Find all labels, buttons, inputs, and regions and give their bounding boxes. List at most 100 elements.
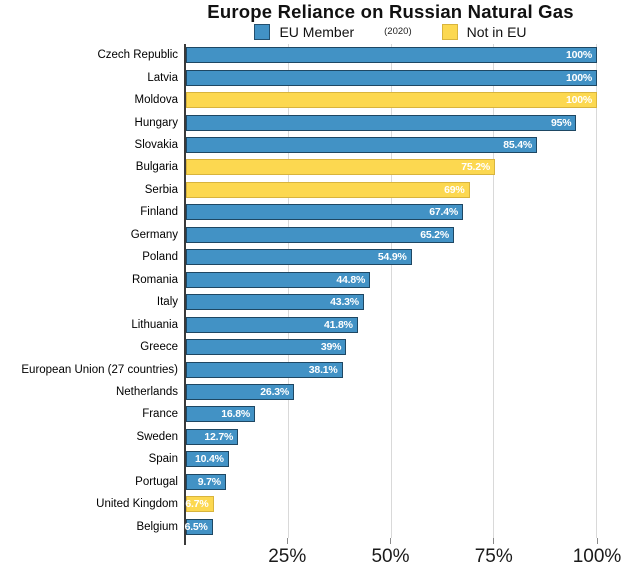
country-label: Czech Republic (97, 49, 178, 62)
bar-row: France 16.8% (0, 403, 597, 425)
bar: 39% (186, 339, 347, 356)
bar-row: Sweden 12.7% (0, 426, 597, 448)
country-label: France (142, 408, 178, 421)
legend: EU Member (2020) Not in EU (184, 24, 597, 40)
bar-track: 69% (186, 181, 597, 198)
bar-track: 6.5% (184, 518, 597, 535)
bar-track: 95% (186, 114, 597, 131)
country-label: Poland (142, 251, 178, 264)
bar: 12.7% (186, 428, 239, 445)
bar-row: Spain 10.4% (0, 448, 597, 470)
country-label: Hungary (134, 116, 178, 129)
x-axis-origin-tick (184, 538, 186, 545)
country-label: Latvia (147, 71, 178, 84)
bar-value-label: 100% (565, 49, 592, 62)
plot-area (184, 44, 597, 538)
bar-value-label: 67.4% (429, 206, 458, 219)
bar-value-label: 41.8% (324, 318, 353, 331)
bar-value-label: 9.7% (197, 475, 221, 488)
bar-row: Lithuania 41.8% (0, 313, 597, 335)
gridline-100 (596, 44, 597, 538)
bar: 54.9% (186, 249, 412, 266)
x-tick-label-75: 75% (474, 546, 513, 567)
bar-row: Latvia 100% (0, 66, 597, 88)
bar-value-label: 65.2% (420, 228, 449, 241)
bar-track: 75.2% (186, 159, 597, 176)
bar: 75.2% (186, 159, 496, 176)
bar-value-label: 39% (320, 341, 342, 354)
bar-row: Slovakia 85.4% (0, 134, 597, 156)
country-label: Serbia (144, 183, 178, 196)
country-label: Portugal (135, 475, 178, 488)
bar-track: 38.1% (186, 361, 597, 378)
bar-value-label: 6.7% (185, 498, 209, 511)
bar-track: 39% (186, 339, 597, 356)
bar: 26.3% (186, 384, 295, 401)
bar-value-label: 95% (551, 116, 572, 129)
bar-value-label: 10.4% (194, 453, 224, 466)
eu-member-swatch-icon (254, 24, 271, 40)
country-label: Romania (131, 273, 178, 286)
bar-track: 9.7% (186, 473, 597, 490)
country-label: Germany (130, 228, 178, 241)
country-label: Greece (140, 341, 178, 354)
bar-track: 6.7% (185, 496, 597, 513)
bar: 65.2% (186, 226, 454, 243)
bar: 95% (186, 114, 577, 131)
bar: 16.8% (186, 406, 256, 423)
bar-row: Germany 65.2% (0, 224, 597, 246)
x-tick-25 (286, 538, 288, 544)
bar: 10.4% (186, 451, 229, 468)
legend-item-eu-member: EU Member (254, 24, 354, 40)
bar-value-label: 75.2% (461, 161, 491, 174)
bar-value-label: 69% (444, 183, 465, 196)
bar-track: 26.3% (186, 384, 597, 401)
bar-row: United Kingdom 6.7% (0, 493, 597, 515)
bar-value-label: 54.9% (377, 251, 407, 264)
bar-track: 41.8% (186, 316, 597, 333)
x-tick-label-25: 25% (268, 546, 307, 567)
legend-label-not-in-eu: Not in EU (466, 24, 527, 40)
bar-row: Greece 39% (0, 336, 597, 358)
bar-row: Bulgaria 75.2% (0, 156, 597, 178)
x-tick-100 (596, 538, 598, 544)
bar-track: 85.4% (186, 137, 597, 154)
bar-track: 16.8% (186, 406, 597, 423)
bar: 38.1% (186, 361, 343, 378)
bar: 100% (186, 47, 597, 64)
bar-track: 44.8% (186, 271, 597, 288)
country-label: Belgium (136, 520, 178, 533)
bar-row: Portugal 9.7% (0, 471, 597, 493)
bar-value-label: 100% (565, 94, 592, 107)
bar-row: European Union (27 countries) 38.1% (0, 358, 597, 380)
country-label: Lithuania (131, 318, 178, 331)
bar-track: 100% (186, 69, 597, 86)
bar-value-label: 44.8% (336, 273, 366, 286)
country-label: Netherlands (115, 386, 178, 399)
bar: 9.7% (186, 473, 226, 490)
bar: 44.8% (186, 271, 371, 288)
bar-row: Romania 44.8% (0, 269, 597, 291)
bar: 100% (186, 92, 597, 109)
bar-row: Czech Republic 100% (0, 44, 597, 66)
bar-value-label: 43.3% (330, 296, 359, 309)
bar: 69% (186, 181, 470, 198)
bar-row: Italy 43.3% (0, 291, 597, 313)
country-label: Italy (156, 296, 178, 309)
country-label: Spain (148, 453, 178, 466)
bar-row: Finland 67.4% (0, 201, 597, 223)
bar-row: Netherlands 26.3% (0, 381, 597, 403)
bar: 85.4% (186, 137, 537, 154)
bar: 6.7% (185, 496, 214, 513)
country-label: Sweden (136, 430, 178, 443)
bar-row: Moldova 100% (0, 89, 597, 111)
bar-track: 10.4% (186, 451, 597, 468)
bar-value-label: 6.5% (184, 520, 208, 533)
country-label: United Kingdom (96, 498, 178, 511)
year-note: (2020) (384, 26, 412, 37)
bar-row: Belgium 6.5% (0, 516, 597, 538)
bar-value-label: 26.3% (260, 386, 290, 399)
bar-value-label: 100% (565, 71, 592, 84)
bar-value-label: 16.8% (221, 408, 251, 421)
